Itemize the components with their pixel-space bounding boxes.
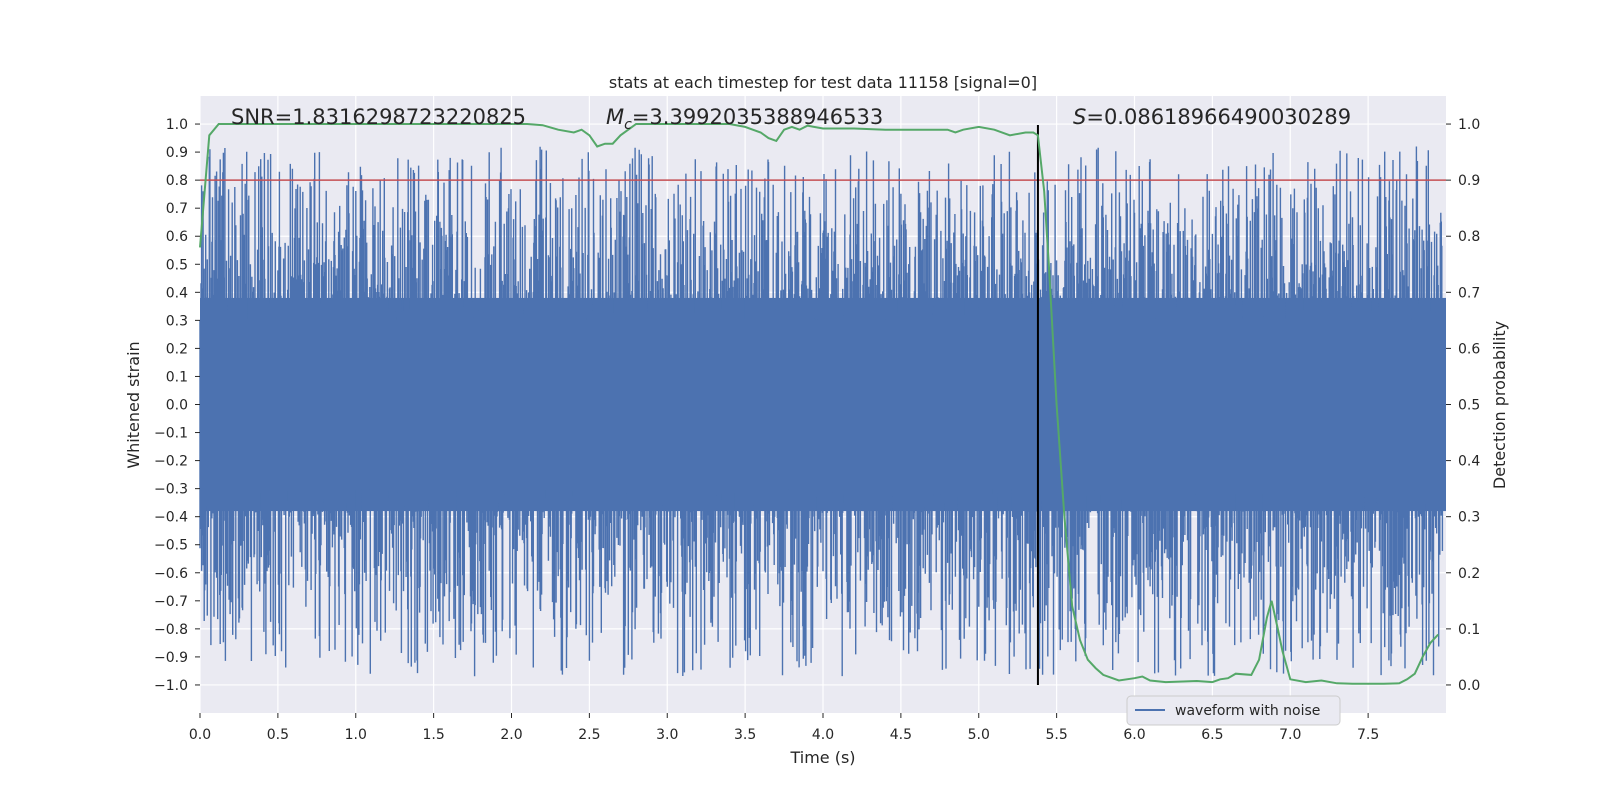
y2-tick-label: 0.9 (1458, 173, 1480, 189)
x-tick-label: 0.5 (267, 727, 289, 743)
x-tick-label: 7.5 (1357, 727, 1379, 743)
snr-prefix: SNR= (231, 105, 292, 129)
x-tick-label: 7.0 (1279, 727, 1301, 743)
y-axis-ticks: 1.0 0.9 0.8 0.7 0.6 0.5 0.4 0.3 0.2 0.1 0.0 −0.1 −0.… (154, 117, 200, 694)
waveform-trace (199, 146, 1444, 677)
snr-annotation: SNR=1.8316298723220825 (231, 105, 526, 129)
x-tick-label: 0.0 (189, 727, 211, 743)
y2-tick-label: 0.1 (1458, 622, 1480, 638)
y-tick-label: 0.6 (166, 229, 188, 245)
s-annotation: S=0.08618966490030289 (1073, 105, 1351, 129)
y-tick-label: −0.1 (154, 426, 188, 442)
x-tick-label: 5.5 (1045, 727, 1067, 743)
mc-symbol: M (606, 105, 624, 129)
y-tick-label: 0.7 (166, 201, 188, 217)
chart-title: stats at each timestep for test data 111… (609, 73, 1037, 92)
y2-tick-label: 0.6 (1458, 341, 1480, 357)
snr-value: 1.8316298723220825 (292, 105, 526, 129)
x-tick-label: 6.5 (1201, 727, 1223, 743)
y-tick-label: 0.0 (166, 398, 188, 414)
waveform-with-noise-series (199, 146, 1446, 677)
x-tick-label: 3.5 (734, 727, 756, 743)
s-value: =0.08618966490030289 (1086, 105, 1351, 129)
y-tick-label: 0.8 (166, 173, 188, 189)
x-tick-label: 1.0 (345, 727, 367, 743)
x-tick-label: 4.0 (812, 727, 834, 743)
legend: waveform with noise (1126, 695, 1341, 726)
y-tick-label: −0.3 (154, 482, 188, 498)
s-symbol: S (1073, 105, 1086, 129)
y-tick-label: −0.6 (154, 566, 188, 582)
y2-tick-label: 0.8 (1458, 229, 1480, 245)
y2-tick-label: 0.7 (1458, 285, 1480, 301)
y-tick-label: 0.4 (166, 285, 188, 301)
x-axis-title: Time (s) (789, 748, 855, 767)
mc-annotation: Mc=3.3992035388946533 (606, 105, 883, 133)
y-tick-label: −0.2 (154, 454, 188, 470)
y-tick-label: 0.3 (166, 313, 188, 329)
x-tick-label: 2.5 (578, 727, 600, 743)
x-tick-label: 2.0 (500, 727, 522, 743)
y2-tick-label: 1.0 (1458, 117, 1480, 133)
y2-tick-label: 0.2 (1458, 566, 1480, 582)
y-tick-label: 0.5 (166, 257, 188, 273)
legend-label-waveform: waveform with noise (1175, 703, 1320, 719)
y-tick-label: −0.9 (154, 650, 188, 666)
y-tick-label: 0.1 (166, 369, 188, 385)
y-tick-label: 0.2 (166, 341, 188, 357)
y2-tick-label: 0.0 (1458, 678, 1480, 694)
x-axis-ticks: 0.0 0.5 1.0 1.5 2.0 2.5 3.0 3.5 4.0 4.5 5.0 5.5 6.0 6… (189, 713, 1379, 743)
y-tick-label: −0.8 (154, 622, 188, 638)
x-tick-label: 4.5 (890, 727, 912, 743)
detection-probability-series (199, 123, 1439, 685)
mc-value: =3.3992035388946533 (632, 105, 883, 129)
y2-tick-label: 0.5 (1458, 398, 1480, 414)
y-tick-label: −1.0 (154, 678, 188, 694)
y-axis-title: Whitened strain (124, 341, 143, 468)
mc-subscript: c (624, 117, 632, 133)
y-tick-label: 1.0 (166, 117, 188, 133)
x-tick-label: 3.0 (656, 727, 678, 743)
y-tick-label: 0.9 (166, 145, 188, 161)
legend-box (1126, 695, 1341, 726)
x-tick-label: 6.0 (1123, 727, 1145, 743)
y2-axis-title: Detection probability (1490, 321, 1509, 489)
y-tick-label: −0.4 (154, 510, 188, 526)
y2-tick-label: 0.4 (1458, 454, 1480, 470)
y2-tick-label: 0.3 (1458, 510, 1480, 526)
y2-axis-ticks: 1.0 0.9 0.8 0.7 0.6 0.5 0.4 0.3 0.2 0.1 0.0 (1446, 117, 1480, 694)
y-tick-label: −0.7 (154, 594, 188, 610)
x-tick-label: 1.5 (422, 727, 444, 743)
x-tick-label: 5.0 (968, 727, 990, 743)
y-tick-label: −0.5 (154, 538, 188, 554)
